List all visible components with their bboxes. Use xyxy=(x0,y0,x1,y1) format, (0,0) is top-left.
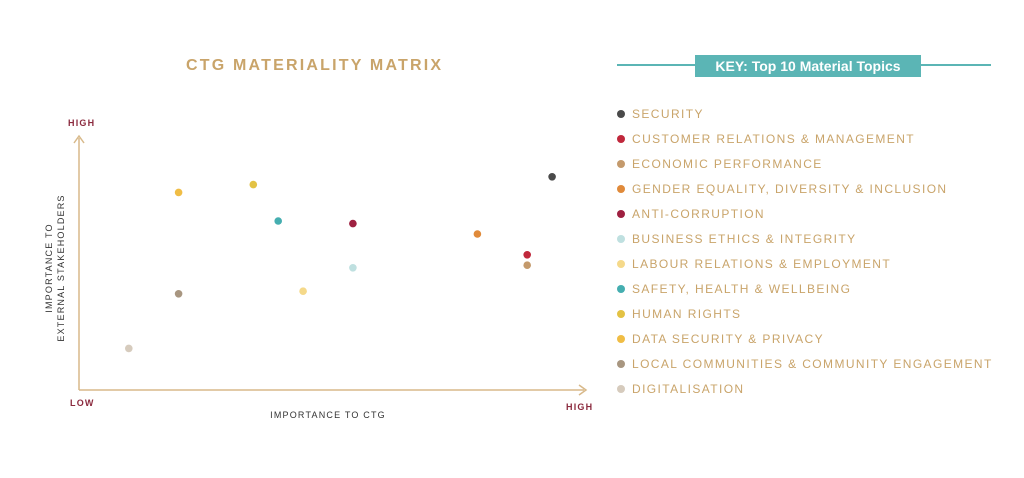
legend-dot xyxy=(617,209,625,218)
legend-dot xyxy=(617,334,625,343)
data-point xyxy=(349,264,357,272)
legend-label: HUMAN RIGHTS xyxy=(632,306,742,321)
legend-label: LABOUR RELATIONS & EMPLOYMENT xyxy=(632,256,892,271)
legend-item: LOCAL COMMUNITIES & COMMUNITY ENGAGEMENT xyxy=(617,351,993,376)
data-point xyxy=(174,290,183,298)
legend-label: DIGITALISATION xyxy=(632,381,745,396)
legend-item: DIGITALISATION xyxy=(617,376,993,401)
legend-dot xyxy=(617,384,625,393)
legend-item: SAFETY, HEALTH & WELLBEING xyxy=(617,276,993,301)
legend-item: BUSINESS ETHICS & INTEGRITY xyxy=(617,226,993,251)
legend-label: BUSINESS ETHICS & INTEGRITY xyxy=(632,231,857,246)
axis-labels: HIGH LOW HIGH IMPORTANCE TO CTG IMPORTANCE T… xyxy=(44,118,593,420)
legend-label: DATA SECURITY & PRIVACY xyxy=(632,331,825,346)
legend-dot xyxy=(617,159,625,168)
data-point xyxy=(125,344,133,353)
legend-label: SECURITY xyxy=(632,106,704,121)
x-axis-arrow xyxy=(578,384,588,396)
x-axis-title: IMPORTANCE TO CTG xyxy=(270,410,386,420)
legend-item: CUSTOMER RELATIONS & MANAGEMENT xyxy=(617,126,993,151)
legend-label: GENDER EQUALITY, DIVERSITY & INCLUSION xyxy=(632,181,948,196)
legend-dot xyxy=(617,309,625,318)
legend-item: SECURITY xyxy=(617,101,993,126)
legend-label: ECONOMIC PERFORMANCE xyxy=(632,156,823,171)
legend-dot xyxy=(617,259,625,268)
legend-item: GENDER EQUALITY, DIVERSITY & INCLUSION xyxy=(617,176,993,201)
legend-label: ANTI-CORRUPTION xyxy=(632,206,765,221)
axes xyxy=(73,134,588,396)
legend-item: HUMAN RIGHTS xyxy=(617,301,993,326)
x-axis-high-label: HIGH xyxy=(566,402,593,412)
data-point xyxy=(249,180,258,189)
data-point xyxy=(274,217,283,225)
x-axis-low-label: LOW xyxy=(70,398,95,408)
legend-dot xyxy=(617,184,625,193)
data-point xyxy=(523,251,531,259)
legend-item: LABOUR RELATIONS & EMPLOYMENT xyxy=(617,251,993,276)
y-axis-arrow xyxy=(73,134,85,144)
legend-label: LOCAL COMMUNITIES & COMMUNITY ENGAGEMENT xyxy=(632,356,993,371)
data-point xyxy=(473,230,482,238)
legend-item: DATA SECURITY & PRIVACY xyxy=(617,326,993,351)
key-title: KEY: Top 10 Material Topics xyxy=(695,55,921,77)
legend-dot xyxy=(617,109,625,118)
y-axis-high-label: HIGH xyxy=(68,118,95,128)
legend-dot xyxy=(617,359,625,368)
data-point xyxy=(349,219,357,228)
y-axis-title: IMPORTANCE TO EXTERNAL STAKEHOLDERS xyxy=(44,194,66,341)
legend-item: ANTI-CORRUPTION xyxy=(617,201,993,226)
data-point xyxy=(548,173,556,181)
legend-label: SAFETY, HEALTH & WELLBEING xyxy=(632,281,852,296)
data-point xyxy=(174,188,183,197)
data-points xyxy=(125,173,556,353)
legend-dot xyxy=(617,234,625,243)
legend: SECURITY CUSTOMER RELATIONS & MANAGEMENT E… xyxy=(617,101,993,401)
legend-label: CUSTOMER RELATIONS & MANAGEMENT xyxy=(632,131,915,146)
legend-dot xyxy=(617,134,625,143)
data-point xyxy=(299,287,307,296)
materiality-matrix-plot: HIGH LOW HIGH IMPORTANCE TO CTG IMPORTANCE T… xyxy=(44,118,593,420)
legend-dot xyxy=(617,284,625,293)
chart-title: CTG MATERIALITY MATRIX xyxy=(186,57,444,74)
data-point xyxy=(523,261,531,270)
legend-item: ECONOMIC PERFORMANCE xyxy=(617,151,993,176)
